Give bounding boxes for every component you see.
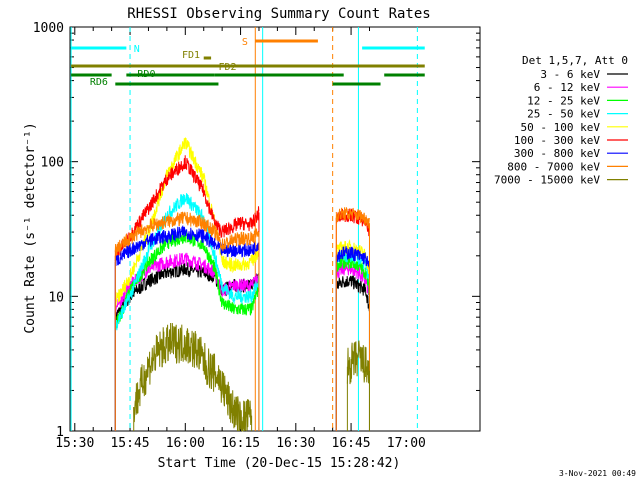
legend-label: 3 - 6 keV — [540, 68, 600, 81]
x-tick-label: 15:30 — [55, 436, 94, 451]
state-bar-label: FD2 — [218, 62, 236, 73]
series-line — [133, 322, 252, 432]
state-bar-label: S — [242, 37, 248, 48]
series-line — [114, 193, 260, 331]
x-tick-label: 16:00 — [166, 436, 205, 451]
series-line — [335, 207, 370, 229]
x-tick-label: 16:30 — [276, 436, 315, 451]
state-bar-label: FD1 — [182, 50, 200, 61]
state-bar-label: RD0 — [137, 69, 155, 80]
series-line — [114, 211, 260, 256]
y-tick-label: 10 — [48, 290, 64, 305]
y-tick-label: 1000 — [33, 21, 64, 36]
series-line — [346, 340, 370, 385]
series-line — [114, 155, 260, 260]
x-tick-label: 16:15 — [221, 436, 260, 451]
legend-label: 6 - 12 keV — [534, 81, 601, 94]
legend-label: 300 - 800 keV — [514, 147, 600, 160]
timestamp: 3-Nov-2021 00:49 — [559, 469, 636, 478]
legend-label: 25 - 50 keV — [527, 108, 600, 121]
y-axis-label: Count Rate (s⁻¹ detector⁻¹) — [23, 122, 38, 333]
x-tick-label: 16:45 — [331, 436, 370, 451]
x-axis-label: Start Time (20-Dec-15 15:28:42) — [158, 456, 401, 471]
series-line — [114, 137, 260, 307]
series-line — [335, 275, 370, 312]
series-line — [114, 225, 260, 267]
legend-label: 50 - 100 keV — [521, 121, 601, 134]
state-bar-label: N — [134, 44, 140, 55]
x-tick-label: 15:45 — [110, 436, 149, 451]
legend-label: 100 - 300 keV — [514, 134, 600, 147]
y-tick-label: 1 — [56, 425, 64, 440]
series-line — [335, 246, 370, 269]
y-tick-label: 100 — [41, 156, 64, 171]
legend-title: Det 1,5,7, Att 0 — [522, 54, 628, 67]
x-tick-label: 17:00 — [387, 436, 426, 451]
state-bar-label: RD6 — [90, 77, 108, 88]
plot-frame — [69, 26, 481, 432]
legend-label: 800 - 7000 keV — [507, 160, 600, 173]
legend-label: 12 - 25 keV — [527, 94, 600, 107]
chart-title: RHESSI Observing Summary Count Rates — [127, 6, 430, 22]
legend-label: 7000 - 15000 keV — [494, 174, 600, 187]
